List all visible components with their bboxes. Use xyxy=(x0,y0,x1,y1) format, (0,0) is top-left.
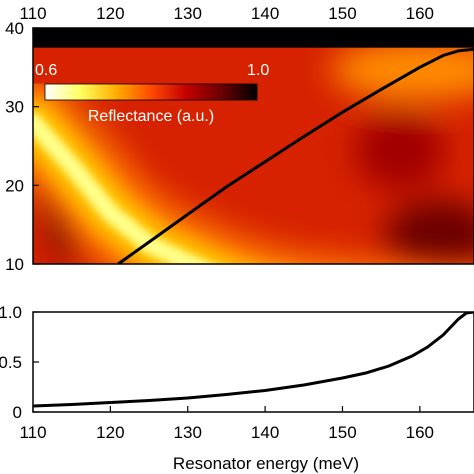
x-tick-label: 120 xyxy=(96,4,124,23)
y-tick-label: 30 xyxy=(5,98,24,117)
x-tick-label: 150 xyxy=(328,4,356,23)
heatmap-panel: 110 120 130 140 150 160 10 20 30 40 0.6 1.0 Refl… xyxy=(5,4,474,274)
y-tick-label: 40 xyxy=(5,19,24,38)
x-tick-label: 140 xyxy=(251,423,279,442)
saturated-band xyxy=(33,28,474,48)
heatmap-frame xyxy=(32,27,474,265)
dispersion-curve xyxy=(117,47,474,264)
x-tick-label: 140 xyxy=(251,4,279,23)
heatmap-x-axis: 110 120 130 140 150 160 xyxy=(19,4,434,34)
glow-top-right xyxy=(330,40,474,100)
y-tick-label: 0 xyxy=(13,403,22,422)
x-tick-label: 160 xyxy=(406,423,434,442)
dark-patch-bottom xyxy=(385,200,474,264)
colorbar: 0.6 1.0 Reflectance (a.u.) xyxy=(35,62,269,125)
x-tick-label: 130 xyxy=(174,4,202,23)
y-tick-label: 20 xyxy=(5,176,24,195)
x-tick-label: 120 xyxy=(96,423,124,442)
ridge-core xyxy=(33,113,214,264)
line-panel: 110 120 130 140 150 160 0 0.5 1.0 Resonator ene… xyxy=(0,303,474,473)
line-frame xyxy=(32,311,474,413)
colorbar-max-label: 1.0 xyxy=(247,62,269,79)
line-x-axis: 110 120 130 140 150 160 xyxy=(19,406,434,442)
x-tick-label: 160 xyxy=(406,4,434,23)
y-tick-label: 10 xyxy=(5,255,24,274)
x-tick-label: 110 xyxy=(19,4,46,23)
y-tick-label: 1.0 xyxy=(0,303,22,322)
x-tick-label: 130 xyxy=(174,423,202,442)
heatmap-y-axis: 10 20 30 40 xyxy=(5,19,39,274)
x-tick-label: 110 xyxy=(19,423,46,442)
bright-ridge xyxy=(33,77,401,264)
x-axis-title: Resonator energy (meV) xyxy=(173,454,359,473)
colorbar-min-label: 0.6 xyxy=(35,62,57,79)
colorbar-bar xyxy=(44,83,258,101)
heatmap-image xyxy=(33,28,474,264)
dark-patch-right xyxy=(355,110,445,190)
x-tick-label: 150 xyxy=(328,423,356,442)
y-tick-label: 0.5 xyxy=(0,353,22,372)
fraction-line xyxy=(33,312,474,408)
colorbar-title: Reflectance (a.u.) xyxy=(88,108,214,125)
line-y-axis: 0 0.5 1.0 xyxy=(0,303,39,422)
